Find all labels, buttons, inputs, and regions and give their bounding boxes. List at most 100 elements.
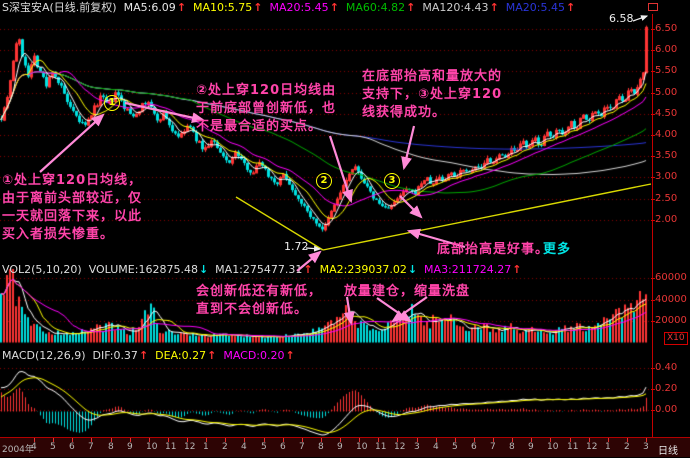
axis-tick-label: 20000 <box>655 315 687 326</box>
axis-tick-mark <box>651 50 655 51</box>
trend-arrow-icon: ↑ <box>329 1 339 14</box>
time-axis-month: 5 <box>50 442 56 452</box>
time-axis-tick <box>264 438 265 442</box>
time-axis-tick <box>340 438 341 442</box>
time-axis-tick <box>589 438 590 442</box>
time-axis-month: 12 <box>586 442 598 452</box>
time-axis-month: 1 <box>605 442 611 452</box>
time-axis-month: 4 <box>31 442 37 452</box>
time-axis-month: 2 <box>624 442 630 452</box>
trend-arrow-icon: ↑ <box>303 263 313 276</box>
axis-tick-label: 3.50 <box>655 150 678 161</box>
axis-tick-mark <box>651 199 655 200</box>
ann-new-lows: 会创新低还有新低， 直到不会创新低。 <box>196 284 323 317</box>
volume-chart[interactable] <box>0 263 652 346</box>
time-axis-month: 10 <box>356 442 368 452</box>
trend-arrow-icon: ↑ <box>207 349 217 362</box>
time-axis-tick <box>417 438 418 442</box>
trend-arrow-icon: ↓ <box>198 263 209 276</box>
time-axis-tick <box>359 438 360 442</box>
volume-header: VOL2(5,10,20) VOLUME:162875.48↓ MA1:275477… <box>2 263 528 276</box>
time-axis-month: 5 <box>261 442 267 452</box>
time-axis-tick <box>187 438 188 442</box>
time-axis-tick <box>168 438 169 442</box>
indicator-value: S深宝安A(日线.前复权) <box>2 1 117 14</box>
time-axis-month: 2 <box>222 442 228 452</box>
ann-buy-point-2: ②处上穿120日均线由 于前底部曾创新低，也 不是最合适的买点。 <box>196 83 337 134</box>
axis-tick-label: 60000 <box>655 272 687 283</box>
time-axis-month: 7 <box>299 442 305 452</box>
indicator-value: MA20:5.45↑ <box>269 1 339 14</box>
window-control-icon[interactable] <box>648 3 658 11</box>
axis-tick-mark <box>651 29 655 30</box>
time-axis-month: 8 <box>318 442 324 452</box>
time-axis-month: 6 <box>471 442 477 452</box>
buy-point-marker-2: 2 <box>316 173 332 189</box>
time-axis-month: 7 <box>490 442 496 452</box>
ann-accumulation: 放量建仓，缩量洗盘 <box>344 284 471 299</box>
time-axis-tick <box>550 438 551 442</box>
time-axis[interactable]: 2004年 日线 4 5 6 7 8 9 10 11 12 1 2 4 5 6 7 8 9 10 11 12 3 4 5 6 7… <box>0 437 690 457</box>
high-price-label: 6.58 <box>609 12 634 25</box>
axis-tick-label: 4.00 <box>655 129 678 140</box>
time-axis-tick <box>206 438 207 442</box>
axis-tick-label: 6.00 <box>655 44 678 55</box>
time-axis-month: 3 <box>643 442 649 452</box>
trend-arrow-icon: ↑ <box>512 263 522 276</box>
time-axis-tick <box>72 438 73 442</box>
axis-tick-mark <box>651 278 655 279</box>
time-axis-tick <box>302 438 303 442</box>
time-axis-tick <box>149 438 150 442</box>
indicator-value: MA60:4.82↑ <box>345 1 416 14</box>
macd-indicator-value: DIF:0.37↑ <box>92 349 149 362</box>
time-axis-month: 11 <box>375 442 387 452</box>
time-axis-tick <box>608 438 609 442</box>
time-axis-tick <box>53 438 54 442</box>
axis-tick-label: 0.00 <box>655 404 678 415</box>
indicator-value: MA5:6.09↑ <box>123 1 187 14</box>
ann-more-link: 更多 <box>543 242 572 257</box>
time-axis-tick <box>436 438 437 442</box>
time-axis-year: 2004年 <box>2 445 34 455</box>
time-axis-tick <box>283 438 284 442</box>
axis-tick-label: 6.50 <box>655 23 678 34</box>
axis-tick-label: 0.40 <box>655 362 678 373</box>
time-axis-tick <box>34 438 35 442</box>
axis-tick-label: 4.50 <box>655 108 678 119</box>
main-chart-header: S深宝安A(日线.前复权) MA5:6.09↑ MA10:5.75↑ MA20:5.4… <box>2 1 582 14</box>
axis-tick-mark <box>651 71 655 72</box>
time-axis-month: 12 <box>184 442 196 452</box>
time-axis-month: 11 <box>567 442 579 452</box>
axis-tick-mark <box>651 300 655 301</box>
time-axis-month: 12 <box>394 442 406 452</box>
volume-indicator-value: MA1:275477.31↑ <box>215 263 313 276</box>
axis-tick-mark <box>651 220 655 221</box>
time-axis-tick <box>130 438 131 442</box>
axis-tick-mark <box>651 93 655 94</box>
axis-tick-label: 5.00 <box>655 87 678 98</box>
macd-indicator-value: MACD:0.20↑ <box>223 349 295 362</box>
buy-point-marker-1: 1 <box>104 95 120 111</box>
macd-chart[interactable] <box>0 350 652 437</box>
time-axis-tick <box>570 438 571 442</box>
indicator-value: MA10:5.75↑ <box>193 1 263 14</box>
trend-arrow-icon: ↑ <box>176 1 187 14</box>
time-axis-month: 10 <box>146 442 158 452</box>
trend-arrow-icon: ↑ <box>566 1 576 14</box>
time-axis-month: 6 <box>280 442 286 452</box>
time-axis-tick <box>244 438 245 442</box>
time-axis-month: 10 <box>547 442 559 452</box>
axis-tick-mark <box>651 135 655 136</box>
macd-indicator-value: MACD(12,26,9) <box>2 349 86 362</box>
ann-buy-point-3: 在底部抬高和量放大的 支持下，③处上穿120 线获得成功。 <box>362 69 503 120</box>
trend-arrow-icon: ↑ <box>406 1 416 14</box>
axis-tick-mark <box>651 389 655 390</box>
time-axis-tick <box>531 438 532 442</box>
trend-arrow-icon: ↑ <box>285 349 295 362</box>
axis-tick-mark <box>651 368 655 369</box>
indicator-value: MA20:5.45↑ <box>505 1 576 14</box>
time-axis-month: 11 <box>165 442 177 452</box>
axis-tick-mark <box>651 321 655 322</box>
ann-bottom-rising: 底部抬高是好事。 <box>437 242 550 257</box>
axis-tick-mark <box>651 114 655 115</box>
